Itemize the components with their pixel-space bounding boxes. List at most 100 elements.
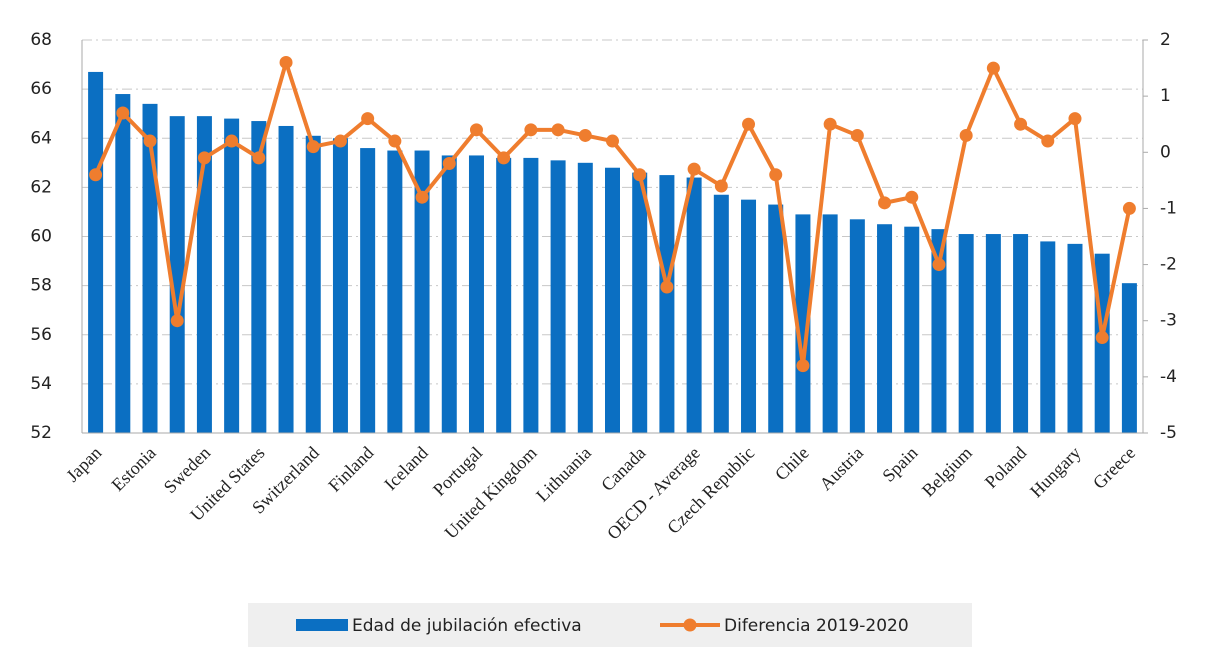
x-tick-label: Greece xyxy=(1089,443,1139,493)
x-tick-label: Iceland xyxy=(380,443,432,495)
line-point xyxy=(823,117,837,131)
legend-swatch xyxy=(296,619,348,631)
bar xyxy=(1013,234,1029,433)
bar xyxy=(550,160,566,433)
x-tick-label: Sweden xyxy=(160,443,214,497)
line-point xyxy=(714,179,728,193)
y2-tick-label: -4 xyxy=(1160,367,1177,387)
line-point xyxy=(170,314,184,328)
bar xyxy=(768,204,784,433)
y-tick-label: 62 xyxy=(30,177,52,197)
line-point xyxy=(606,134,619,148)
x-tick-label: Austria xyxy=(815,443,867,495)
bar xyxy=(496,157,512,433)
line-point xyxy=(986,61,1000,75)
x-tick-label: Poland xyxy=(981,443,1031,493)
line-point xyxy=(742,117,756,131)
line-point xyxy=(796,359,810,373)
line-point xyxy=(225,134,239,148)
y2-tick-label: -2 xyxy=(1160,255,1177,275)
x-tick-label: Finland xyxy=(324,443,377,496)
x-tick-label: Spain xyxy=(878,443,921,486)
line-point xyxy=(687,162,701,176)
y-tick-label: 54 xyxy=(30,374,52,394)
legend-label: Edad de jubilación efectiva xyxy=(352,616,582,636)
bar xyxy=(1121,283,1137,433)
line-point xyxy=(497,151,511,165)
bar xyxy=(1040,241,1056,433)
x-tick-label: Japan xyxy=(62,443,105,486)
bar xyxy=(741,199,757,433)
line-point xyxy=(959,128,973,142)
line-point xyxy=(932,258,946,272)
y2-tick-label: 1 xyxy=(1160,86,1171,106)
x-tick-label: Canada xyxy=(597,443,649,495)
legend-swatch xyxy=(683,618,697,632)
bar xyxy=(904,226,920,433)
bar xyxy=(849,219,865,433)
line-point xyxy=(442,157,456,171)
y2-tick-label: 0 xyxy=(1160,142,1171,162)
bar xyxy=(360,148,376,433)
line-point xyxy=(1122,201,1136,215)
line-point xyxy=(551,123,565,137)
bar xyxy=(958,234,974,433)
bar xyxy=(88,71,104,434)
legend-label: Diferencia 2019-2020 xyxy=(724,616,909,636)
y-tick-label: 66 xyxy=(30,79,52,99)
line-point xyxy=(306,140,320,154)
y2-tick-label: 2 xyxy=(1160,30,1171,50)
x-tick-label: OECD - Average xyxy=(603,443,704,544)
x-tick-label: Estonia xyxy=(107,443,159,495)
y-tick-label: 64 xyxy=(30,128,52,148)
line-point xyxy=(333,134,347,148)
line-point xyxy=(660,280,674,294)
bar xyxy=(577,162,593,433)
line-point xyxy=(143,134,157,148)
x-tick-label: Belgium xyxy=(918,443,976,501)
bar xyxy=(686,177,702,433)
bar xyxy=(1067,243,1083,433)
line-point xyxy=(633,168,647,182)
bar xyxy=(605,167,620,433)
line-point xyxy=(524,123,538,137)
bar xyxy=(224,118,240,433)
line-point xyxy=(388,134,402,148)
line-point xyxy=(469,123,483,137)
line-point xyxy=(1041,134,1055,148)
bar xyxy=(169,116,185,434)
bar xyxy=(468,155,484,433)
line-point xyxy=(878,196,892,210)
bar xyxy=(985,234,1001,433)
line-point xyxy=(578,128,592,142)
y-tick-label: 56 xyxy=(30,325,52,345)
bar xyxy=(659,175,675,433)
line-point xyxy=(850,128,864,142)
line-point xyxy=(116,106,130,120)
bar xyxy=(441,155,457,433)
line-point xyxy=(279,55,293,69)
y2-tick-label: -3 xyxy=(1160,311,1177,331)
line-point xyxy=(415,190,429,204)
x-tick-label: Hungary xyxy=(1026,443,1085,502)
y2-tick-label: -5 xyxy=(1160,423,1177,443)
y-tick-label: 68 xyxy=(30,30,52,50)
bar xyxy=(414,150,430,433)
bar xyxy=(931,229,947,433)
bar xyxy=(795,214,811,433)
bar xyxy=(822,214,838,433)
line-point xyxy=(1095,331,1109,345)
line-point xyxy=(89,168,103,182)
bar xyxy=(278,125,294,433)
bar xyxy=(251,121,267,434)
line-point xyxy=(252,151,266,165)
bar xyxy=(713,194,729,433)
line-point xyxy=(1014,117,1028,131)
x-tick-label: United Kingdom xyxy=(441,443,541,543)
y-tick-label: 52 xyxy=(30,423,52,443)
bar xyxy=(196,116,212,434)
line-point xyxy=(197,151,211,165)
x-tick-label: Chile xyxy=(771,443,813,485)
bar xyxy=(523,157,539,433)
